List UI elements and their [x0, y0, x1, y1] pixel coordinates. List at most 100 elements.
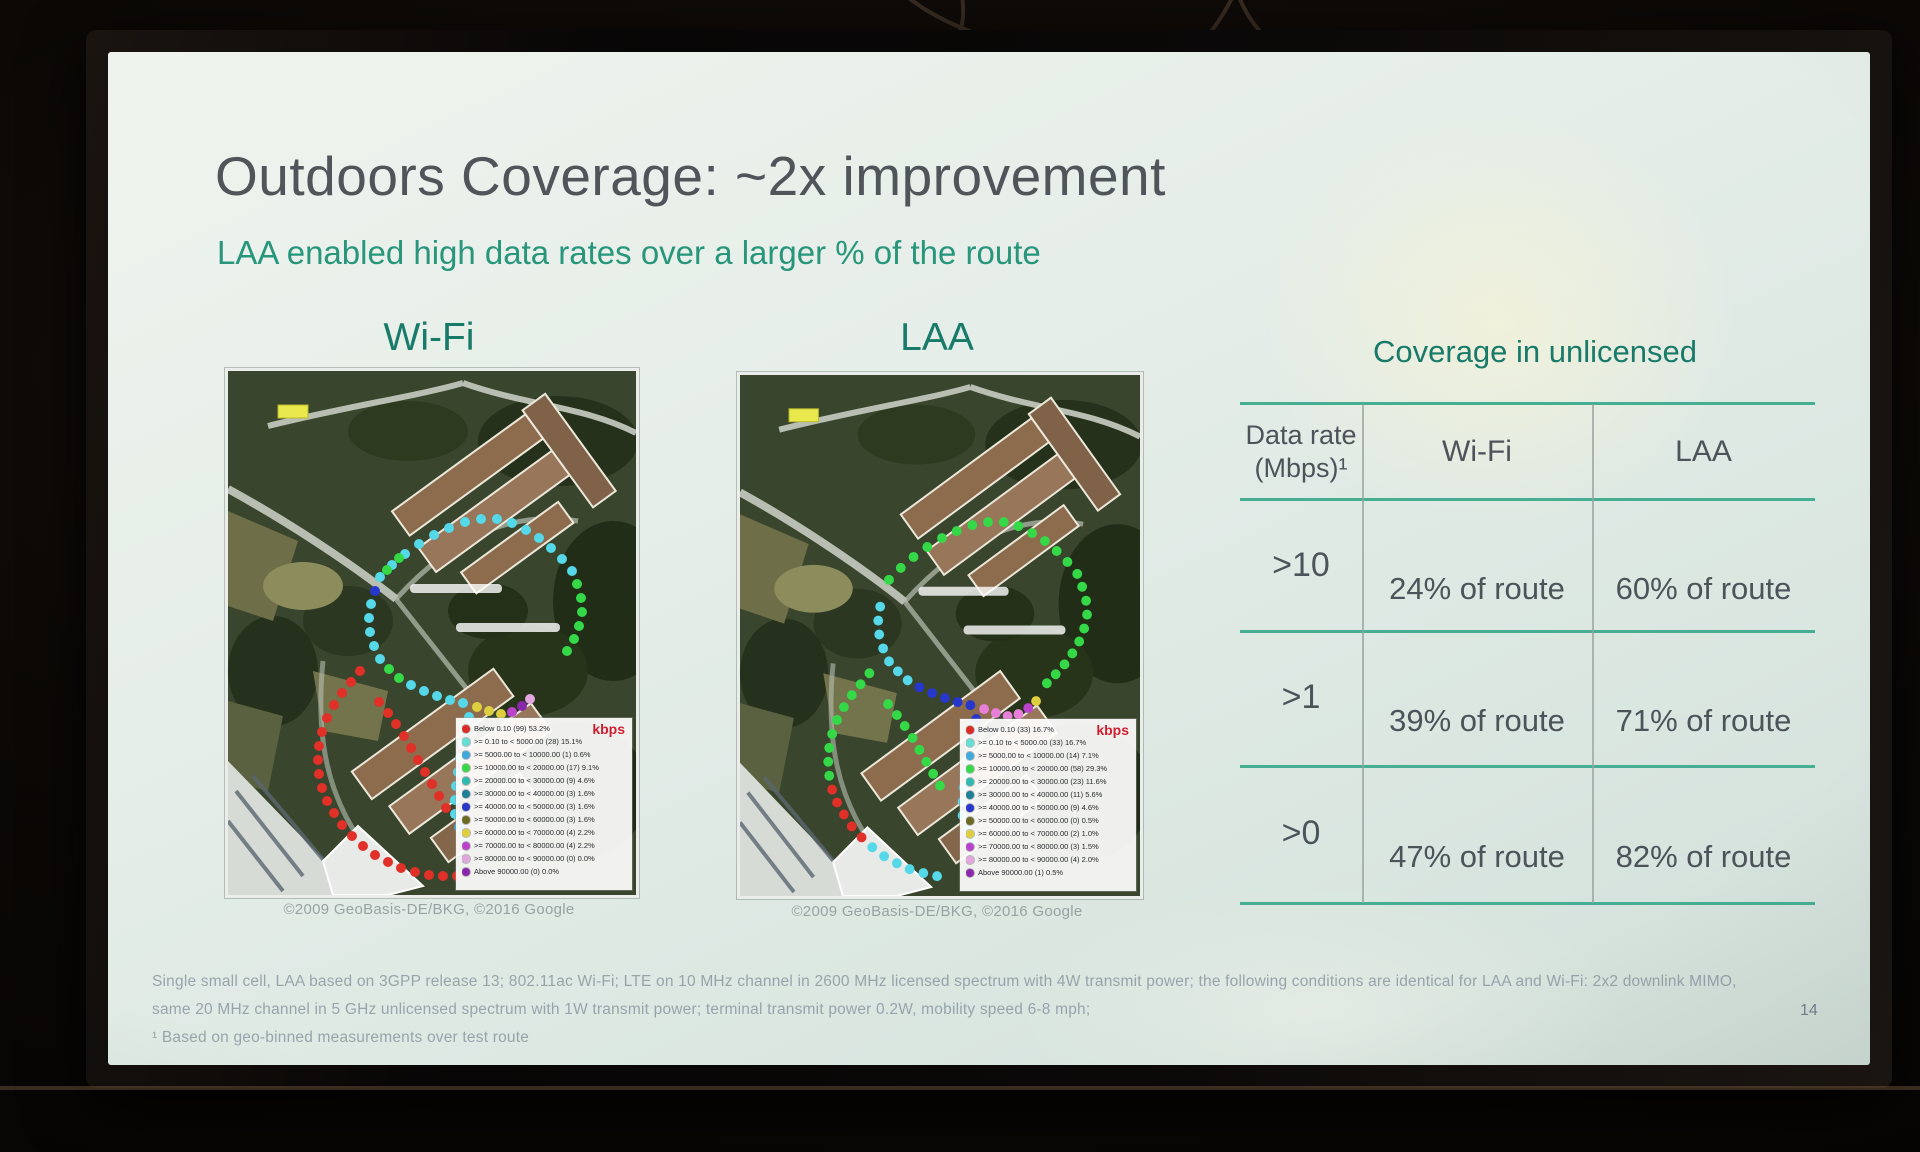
- legend-row-text: >= 70000.00 to < 80000.00 (3) 1.5%: [978, 842, 1099, 851]
- cell-wifi-coverage: 39% of route: [1389, 702, 1565, 738]
- legend-row: >= 5000.00 to < 10000.00 (14) 7.1%: [966, 749, 1132, 762]
- wifi-coverage-map: kbps Below 0.10 (99) 53.2% >= 0.10 to < …: [225, 368, 639, 898]
- legend-row: >= 20000.00 to < 30000.00 (9) 4.6%: [462, 774, 628, 787]
- cell-laa-coverage: 82% of route: [1615, 838, 1792, 874]
- header-data-rate-line1: Data rate: [1245, 420, 1357, 451]
- legend-row-text: >= 70000.00 to < 80000.00 (4) 2.2%: [474, 841, 595, 850]
- legend-unit-label: kbps: [592, 721, 625, 737]
- legend-row: >= 30000.00 to < 40000.00 (11) 5.6%: [966, 788, 1132, 801]
- legend-color-dot: [966, 829, 974, 838]
- table-border: [1240, 498, 1815, 501]
- legend-row: >= 70000.00 to < 80000.00 (3) 1.5%: [966, 840, 1132, 853]
- table-row: >10 24% of route 60% of route: [1240, 501, 1815, 630]
- legend-rows: Below 0.10 (33) 16.7% >= 0.10 to < 5000.…: [966, 723, 1132, 879]
- legend-color-dot: [966, 868, 974, 877]
- legend-row: >= 10000.00 to < 20000.00 (17) 9.1%: [462, 761, 628, 774]
- legend-color-dot: [966, 738, 974, 747]
- table-row: >1 39% of route 71% of route: [1240, 630, 1815, 765]
- wifi-map-legend: kbps Below 0.10 (99) 53.2% >= 0.10 to < …: [456, 718, 632, 890]
- legend-color-dot: [966, 855, 974, 864]
- legend-row-text: >= 20000.00 to < 30000.00 (9) 4.6%: [474, 776, 595, 785]
- legend-color-dot: [462, 724, 470, 733]
- cell-data-rate: >0: [1281, 814, 1321, 852]
- slide-subtitle: LAA enabled high data rates over a large…: [217, 234, 1041, 271]
- legend-color-dot: [966, 816, 974, 825]
- cell-wifi-coverage: 24% of route: [1389, 570, 1565, 606]
- slide-title: Outdoors Coverage: ~2x improvement: [215, 145, 1166, 207]
- legend-row-text: >= 60000.00 to < 70000.00 (2) 1.0%: [978, 829, 1099, 838]
- legend-color-dot: [966, 777, 974, 786]
- slide: Outdoors Coverage: ~2x improvement LAA e…: [108, 52, 1870, 1065]
- laa-coverage-map: kbps Below 0.10 (33) 16.7% >= 0.10 to < …: [737, 372, 1143, 899]
- wifi-map-art: [228, 371, 636, 895]
- laa-map-legend: kbps Below 0.10 (33) 16.7% >= 0.10 to < …: [960, 719, 1136, 891]
- legend-row: >= 20000.00 to < 30000.00 (23) 11.6%: [966, 775, 1132, 788]
- legend-row-text: >= 0.10 to < 5000.00 (33) 16.7%: [978, 738, 1087, 747]
- cell-laa-coverage: 60% of route: [1615, 570, 1792, 606]
- legend-color-dot: [966, 842, 974, 851]
- table-border: [1240, 402, 1815, 405]
- table-body: >10 24% of route 60% of route >1 39% of …: [1240, 501, 1815, 902]
- legend-row: Below 0.10 (33) 16.7%: [966, 723, 1132, 736]
- legend-color-dot: [462, 854, 470, 863]
- legend-row-text: >= 0.10 to < 5000.00 (28) 15.1%: [474, 737, 583, 746]
- legend-row-text: >= 20000.00 to < 30000.00 (23) 11.6%: [978, 777, 1107, 786]
- cell-wifi-coverage: 47% of route: [1389, 838, 1565, 874]
- cell-data-rate: >10: [1272, 546, 1330, 584]
- legend-row-text: >= 80000.00 to < 90000.00 (0) 0.0%: [474, 854, 595, 863]
- legend-color-dot: [462, 750, 470, 759]
- table-header-row: Data rate (Mbps)¹ Wi-Fi LAA: [1240, 405, 1815, 498]
- legend-row-text: >= 40000.00 to < 50000.00 (9) 4.6%: [978, 803, 1099, 812]
- legend-color-dot: [462, 776, 470, 785]
- desk-edge-highlight: [0, 1086, 1920, 1090]
- legend-color-dot: [462, 737, 470, 746]
- coverage-table-heading: Coverage in unlicensed: [1373, 334, 1697, 369]
- legend-row-text: >= 80000.00 to < 90000.00 (4) 2.0%: [978, 855, 1099, 864]
- cell-data-rate: >1: [1281, 678, 1321, 716]
- legend-color-dot: [966, 751, 974, 760]
- legend-color-dot: [966, 803, 974, 812]
- wifi-map-copyright: ©2009 GeoBasis-DE/BKG, ©2016 Google: [283, 901, 575, 918]
- legend-row: >= 70000.00 to < 80000.00 (4) 2.2%: [462, 839, 628, 852]
- legend-row: Above 90000.00 (1) 0.5%: [966, 866, 1132, 879]
- legend-row: >= 60000.00 to < 70000.00 (4) 2.2%: [462, 826, 628, 839]
- desk-surface: [0, 1086, 1920, 1152]
- header-laa: LAA: [1675, 434, 1732, 468]
- header-data-rate-line2: (Mbps)¹: [1254, 452, 1348, 483]
- legend-color-dot: [462, 815, 470, 824]
- table-border: [1240, 630, 1815, 633]
- legend-row-text: >= 10000.00 to < 20000.00 (17) 9.1%: [474, 763, 599, 772]
- cell-laa-coverage: 71% of route: [1615, 702, 1792, 738]
- legend-color-dot: [462, 789, 470, 798]
- legend-color-dot: [966, 790, 974, 799]
- legend-row: >= 60000.00 to < 70000.00 (2) 1.0%: [966, 827, 1132, 840]
- map-label-laa: LAA: [900, 316, 974, 359]
- legend-row: >= 5000.00 to < 10000.00 (1) 0.6%: [462, 748, 628, 761]
- legend-row-text: Above 90000.00 (1) 0.5%: [978, 868, 1064, 877]
- legend-row: >= 40000.00 to < 50000.00 (3) 1.6%: [462, 800, 628, 813]
- coverage-table: Data rate (Mbps)¹ Wi-Fi LAA >10 24% of r…: [1240, 402, 1815, 905]
- legend-row-text: >= 50000.00 to < 60000.00 (3) 1.6%: [474, 815, 595, 824]
- legend-row-text: >= 30000.00 to < 40000.00 (11) 5.6%: [978, 790, 1103, 799]
- legend-row: Below 0.10 (99) 53.2%: [462, 722, 628, 735]
- legend-row: >= 40000.00 to < 50000.00 (9) 4.6%: [966, 801, 1132, 814]
- legend-color-dot: [462, 763, 470, 772]
- legend-row-text: >= 5000.00 to < 10000.00 (14) 7.1%: [978, 751, 1099, 760]
- legend-row: >= 0.10 to < 5000.00 (33) 16.7%: [966, 736, 1132, 749]
- legend-row-text: >= 10000.00 to < 20000.00 (58) 29.3%: [978, 764, 1108, 773]
- legend-row: >= 0.10 to < 5000.00 (28) 15.1%: [462, 735, 628, 748]
- laa-map-copyright: ©2009 GeoBasis-DE/BKG, ©2016 Google: [791, 903, 1083, 920]
- legend-rows: Below 0.10 (99) 53.2% >= 0.10 to < 5000.…: [462, 722, 628, 878]
- legend-color-dot: [966, 725, 974, 734]
- table-column-divider: [1362, 404, 1364, 903]
- table-border: [1240, 765, 1815, 768]
- legend-row-text: Above 90000.00 (0) 0.0%: [474, 867, 560, 876]
- legend-row-text: Below 0.10 (33) 16.7%: [978, 725, 1054, 734]
- legend-color-dot: [462, 802, 470, 811]
- header-wifi: Wi-Fi: [1442, 434, 1512, 468]
- map-label-wifi: Wi-Fi: [383, 316, 475, 359]
- footnote-line-2: same 20 MHz channel in 5 GHz unlicensed …: [152, 1001, 1091, 1018]
- legend-row: >= 50000.00 to < 60000.00 (3) 1.6%: [462, 813, 628, 826]
- legend-color-dot: [462, 841, 470, 850]
